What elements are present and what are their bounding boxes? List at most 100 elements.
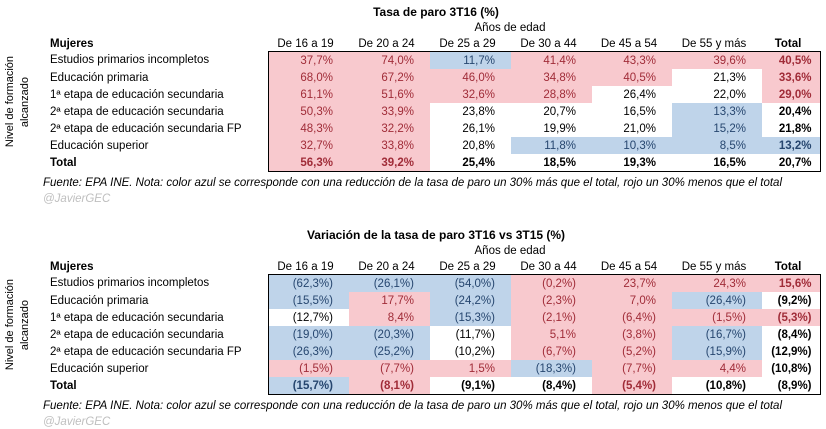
- data-cell: (11,7%): [430, 326, 511, 343]
- author-handle: @JavierGEC: [43, 193, 111, 205]
- data-cell: (10,8%): [672, 377, 762, 395]
- column-header: De 45 a 54: [600, 37, 658, 50]
- data-cell: 16,5%: [672, 154, 762, 172]
- data-cell: (1,5%): [267, 360, 349, 377]
- data-cell: 17,7%: [349, 292, 430, 309]
- data-cell: 21,8%: [762, 120, 821, 137]
- data-cell: 43,3%: [592, 51, 672, 69]
- data-cell: (9,1%): [430, 377, 511, 395]
- data-cell: (19,0%): [267, 326, 349, 343]
- data-cell: 21,0%: [592, 120, 672, 137]
- y-axis-group-label: Nivel de formación alcanzado: [3, 257, 33, 393]
- data-cell: 23,8%: [430, 103, 511, 120]
- data-cell: 39,6%: [672, 51, 762, 69]
- header-row: Mujeres De 16 a 19 De 20 a 24 De 25 a 29 De…: [50, 36, 820, 52]
- table-title: Variación de la tasa de paro 3T16 vs 3T1…: [306, 228, 566, 242]
- table-row: Estudios primarios incompletos 37,7% 74,0%…: [50, 51, 821, 69]
- data-cell: 5,1%: [511, 326, 592, 343]
- data-cell: 74,0%: [349, 51, 430, 69]
- unemployment-variation-table-section: Nivel de formación alcanzado Variación d…: [0, 227, 826, 429]
- column-header: Total: [774, 37, 802, 50]
- data-cell: 22,0%: [672, 86, 762, 103]
- row-label: 2ª etapa de educación secundaria FP: [50, 122, 242, 135]
- data-cell: 16,5%: [592, 103, 672, 120]
- data-cell: 50,3%: [267, 103, 349, 120]
- column-header: De 55 y más: [681, 37, 747, 50]
- data-cell: 11,8%: [511, 137, 592, 154]
- row-label: 2ª etapa de educación secundaria: [50, 105, 224, 118]
- column-header: De 20 a 24: [358, 37, 415, 50]
- data-cell: 7,0%: [592, 292, 672, 309]
- data-cell: 32,7%: [267, 137, 349, 154]
- row-label: 2ª etapa de educación secundaria FP: [50, 345, 242, 358]
- author-handle: @JavierGEC: [43, 416, 111, 428]
- data-cell: (6,7%): [511, 343, 592, 360]
- data-cell: (8,1%): [349, 377, 430, 395]
- data-cell: 15,6%: [762, 274, 821, 292]
- row-label: Educación primaria: [50, 294, 149, 307]
- side-label-line2: alcanzado: [19, 76, 31, 128]
- data-cell: (10,8%): [762, 360, 821, 377]
- data-cell: 8,5%: [672, 137, 762, 154]
- table-row: Total 56,3% 39,2% 25,4% 18,5% 19,3% 16,5% 20,7%: [50, 154, 821, 172]
- data-cell: 39,2%: [349, 154, 430, 172]
- age-group-header: Años de edad: [474, 22, 546, 34]
- row-label: Educación primaria: [50, 71, 149, 84]
- column-header: Total: [774, 260, 802, 273]
- data-cell: 32,2%: [349, 120, 430, 137]
- row-label: Total: [50, 379, 77, 392]
- column-header: De 25 a 29: [439, 260, 496, 273]
- data-cell: 19,9%: [511, 120, 592, 137]
- table-row: Educación primaria 68,0% 67,2% 46,0% 34,8% 40…: [50, 69, 821, 86]
- data-cell: (8,4%): [762, 326, 821, 343]
- data-table: Mujeres De 16 a 19 De 20 a 24 De 25 a 29 De…: [50, 259, 821, 395]
- data-cell: 28,8%: [511, 86, 592, 103]
- table-row: 1ª etapa de educación secundaria 61,1% 51,…: [50, 86, 821, 103]
- data-cell: (62,3%): [267, 274, 349, 292]
- data-cell: 33,6%: [762, 69, 821, 86]
- header-row: Mujeres De 16 a 19 De 20 a 24 De 25 a 29 De…: [50, 259, 820, 275]
- data-cell: (9,2%): [762, 292, 821, 309]
- data-cell: (12,9%): [762, 343, 821, 360]
- data-cell: (0,2%): [511, 274, 592, 292]
- data-cell: 48,3%: [267, 120, 349, 137]
- data-cell: (25,2%): [349, 343, 430, 360]
- data-cell: 13,2%: [762, 137, 821, 154]
- row-label: 1ª etapa de educación secundaria: [50, 311, 224, 324]
- data-cell: 20,8%: [430, 137, 511, 154]
- row-label: Educación superior: [50, 139, 149, 152]
- data-cell: (20,3%): [349, 326, 430, 343]
- data-cell: (5,3%): [762, 309, 821, 326]
- table-row: 2ª etapa de educación secundaria FP (26,3…: [50, 343, 821, 360]
- data-cell: (8,4%): [511, 377, 592, 395]
- row-label: Estudios primarios incompletos: [50, 277, 210, 290]
- data-cell: 33,8%: [349, 137, 430, 154]
- column-header: De 20 a 24: [358, 260, 415, 273]
- table-row: Educación primaria (15,5%) 17,7% (24,2%) (2,…: [50, 292, 821, 309]
- data-cell: 13,3%: [672, 103, 762, 120]
- column-header: De 16 a 19: [277, 37, 334, 50]
- data-cell: 40,5%: [592, 69, 672, 86]
- data-cell: (5,2%): [592, 343, 672, 360]
- data-cell: (2,1%): [511, 309, 592, 326]
- data-cell: 21,3%: [672, 69, 762, 86]
- data-cell: 4,4%: [672, 360, 762, 377]
- y-axis-group-label: Nivel de formación alcanzado: [3, 34, 33, 170]
- data-cell: (15,3%): [430, 309, 511, 326]
- data-cell: 25,4%: [430, 154, 511, 172]
- column-header: De 16 a 19: [277, 260, 334, 273]
- table-row: Total (15,7%) (8,1%) (9,1%) (8,4%) (5,4%) (10,…: [50, 377, 821, 395]
- data-cell: (16,7%): [672, 326, 762, 343]
- data-cell: (15,5%): [267, 292, 349, 309]
- table-row: 2ª etapa de educación secundaria 50,3% 33,…: [50, 103, 821, 120]
- data-cell: (26,1%): [349, 274, 430, 292]
- data-cell: (8,9%): [762, 377, 821, 395]
- table-title: Tasa de paro 3T16 (%): [373, 5, 499, 19]
- data-cell: 56,3%: [267, 154, 349, 172]
- data-cell: 61,1%: [267, 86, 349, 103]
- data-cell: (26,3%): [267, 343, 349, 360]
- table-row: Educación superior (1,5%) (7,7%) 1,5% (18,3%…: [50, 360, 821, 377]
- table-row: Estudios primarios incompletos (62,3%) (26…: [50, 274, 821, 292]
- row-label: 2ª etapa de educación secundaria: [50, 328, 224, 341]
- source-note: Fuente: EPA INE. Nota: color azul se cor…: [43, 177, 782, 189]
